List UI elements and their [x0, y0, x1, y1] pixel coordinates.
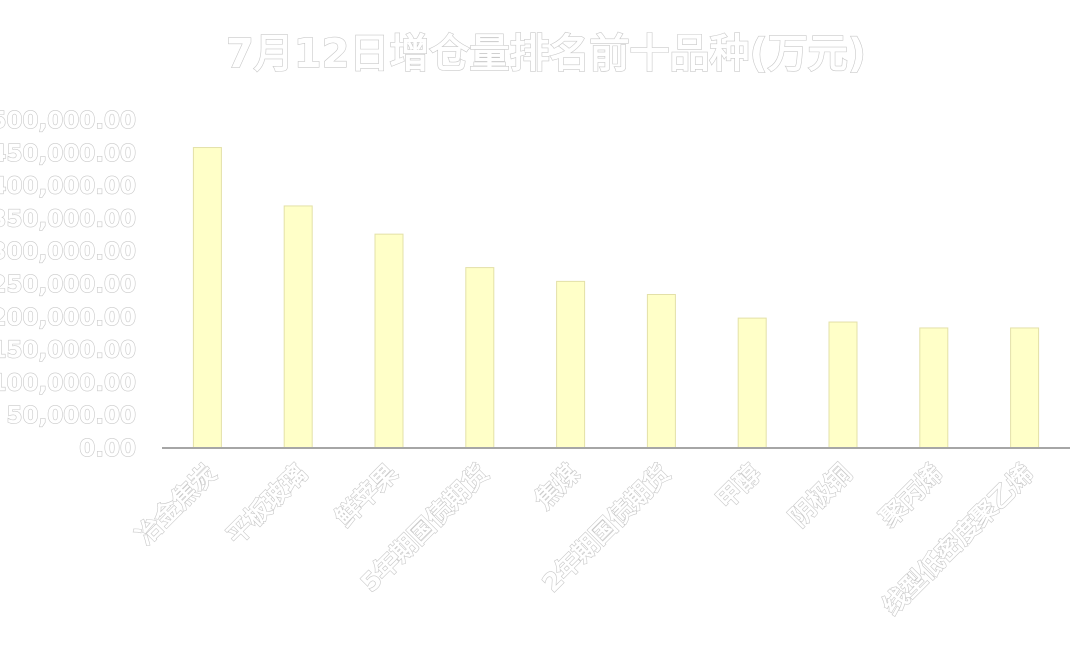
bar — [737, 317, 767, 449]
bar — [828, 321, 858, 449]
x-tick-label: 甲醇 — [711, 459, 767, 515]
y-tick-label: 150,000.00 — [0, 338, 136, 364]
y-tick-label: 250,000.00 — [0, 272, 136, 298]
y-tick-label: 400,000.00 — [0, 174, 136, 200]
y-tick-label: 300,000.00 — [0, 239, 136, 265]
x-tick-label: 鲜苹果 — [330, 459, 404, 533]
x-tick-label: 聚丙烯 — [874, 459, 948, 533]
bar — [283, 205, 313, 449]
bar — [1010, 327, 1040, 449]
y-axis-tick-labels: 0.00 50,000.00 100,000.00 150,000.00 200,000… — [0, 107, 137, 462]
bar — [374, 233, 404, 449]
x-tick-label: 冶金焦炭 — [130, 459, 221, 550]
bar — [919, 327, 949, 449]
bar — [556, 280, 586, 449]
y-tick-label: 0.00 — [79, 436, 136, 462]
x-tick-label: 线型低密度聚乙烯 — [877, 459, 1039, 621]
x-tick-label: 焦煤 — [529, 459, 585, 515]
bar — [465, 267, 495, 449]
y-tick-label: 500,000.00 — [0, 108, 136, 134]
x-tick-label: 阴极铜 — [784, 459, 858, 533]
bar-series — [192, 147, 1040, 449]
bar — [646, 293, 676, 449]
y-tick-label: 450,000.00 — [0, 141, 136, 167]
chart-title: 7月12日增仓量排名前十品种(万元) — [226, 31, 866, 77]
y-tick-label: 50,000.00 — [7, 403, 137, 429]
y-tick-label: 100,000.00 — [0, 370, 136, 396]
bar — [192, 147, 222, 449]
x-tick-label: 平板玻璃 — [221, 459, 312, 550]
y-tick-label: 200,000.00 — [0, 305, 136, 331]
y-tick-label: 350,000.00 — [0, 206, 136, 232]
